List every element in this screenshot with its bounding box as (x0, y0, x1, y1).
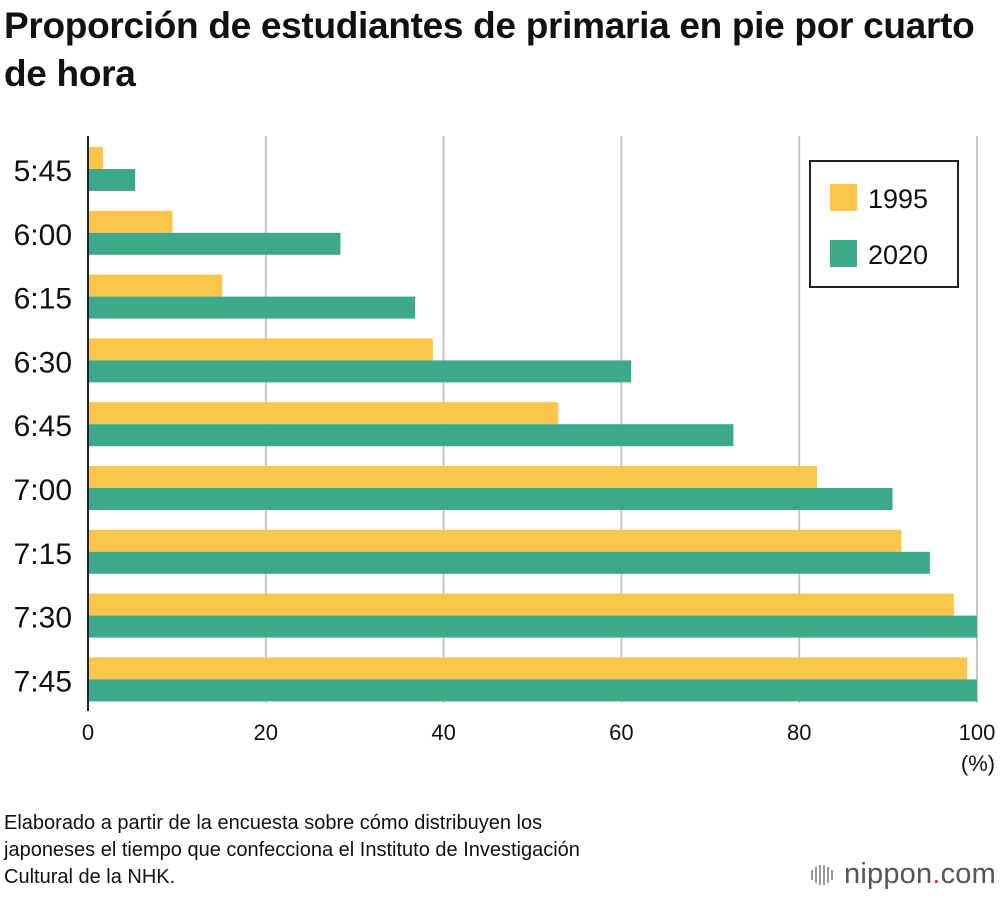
y-tick-label: 7:00 (14, 474, 72, 507)
bar-1995-630 (88, 338, 433, 361)
bar-2020-615 (88, 296, 416, 319)
source-note: Elaborado a partir de la encuesta sobre … (4, 810, 744, 891)
y-tick-label: 7:30 (14, 602, 72, 635)
bar-1995-730 (88, 593, 954, 616)
bar-2020-545 (88, 169, 136, 191)
bar-1995-700 (88, 466, 817, 488)
bar-1995-745 (88, 657, 968, 680)
bar-1995-715 (88, 529, 902, 552)
x-tick-label: 0 (82, 720, 94, 745)
bar-2020-600 (88, 232, 341, 255)
x-tick-label: 20 (254, 720, 278, 745)
chart-title: Proporción de estudiantes de primaria en… (4, 5, 975, 94)
bar-2020-630 (88, 360, 632, 383)
legend-swatch-2020 (830, 240, 857, 267)
y-tick-label: 6:15 (14, 283, 72, 316)
nippon-mark-icon (811, 864, 834, 885)
bar-2020-730 (88, 615, 977, 638)
source-line: japoneses el tiempo que confecciona el I… (4, 839, 580, 861)
bar-2020-715 (88, 551, 930, 574)
brand-name: nippon (844, 858, 933, 890)
legend-label: 2020 (868, 240, 928, 270)
brand-suffix: com (940, 858, 996, 890)
y-tick-label: 5:45 (14, 155, 72, 188)
bar-1995-615 (88, 274, 223, 297)
source-line: Cultural de la NHK. (4, 866, 176, 888)
bar-1995-645 (88, 402, 559, 425)
bar-1995-600 (88, 210, 173, 233)
y-tick-label: 6:45 (14, 410, 72, 443)
legend-label: 1995 (868, 184, 928, 214)
x-tick-label: 40 (431, 720, 455, 745)
y-tick-label: 7:45 (14, 665, 72, 698)
bar-2020-700 (88, 488, 893, 510)
brand-dot: . (932, 858, 941, 890)
source-line: Elaborado a partir de la encuesta sobre … (4, 812, 543, 834)
nippon-logo: nippon. com (810, 858, 996, 891)
y-tick-label: 6:30 (14, 346, 72, 379)
x-tick-label: 60 (609, 720, 633, 745)
x-tick-label: 100 (959, 720, 996, 745)
bar-2020-645 (88, 424, 734, 447)
y-tick-label: 7:15 (14, 538, 72, 571)
bar-1995-545 (88, 147, 104, 169)
bar-chart: 5:45 6:00 6:15 6:30 6:45 7:00 7:15 7:30 7:45 0 20 4… (14, 136, 996, 776)
legend-swatch-1995 (830, 184, 857, 211)
x-tick-label: 80 (787, 720, 811, 745)
y-tick-label: 6:00 (14, 219, 72, 252)
x-axis-unit-label: (%) (961, 751, 995, 776)
bar-2020-745 (88, 679, 977, 702)
